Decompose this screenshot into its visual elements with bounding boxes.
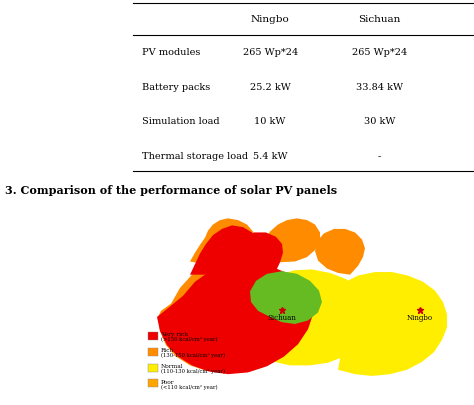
Text: Ningbo: Ningbo [251, 15, 290, 23]
Text: Simulation load: Simulation load [142, 117, 220, 126]
Bar [148, 379, 158, 388]
Polygon shape [160, 264, 294, 367]
Polygon shape [240, 232, 283, 282]
Text: Ningbo: Ningbo [407, 314, 433, 322]
Text: PV modules: PV modules [142, 48, 201, 57]
Text: Battery packs: Battery packs [142, 83, 210, 92]
Text: Very rich: Very rich [161, 332, 188, 337]
Polygon shape [255, 218, 320, 262]
Polygon shape [315, 229, 365, 275]
Polygon shape [190, 218, 255, 264]
Text: 30 kW: 30 kW [364, 117, 395, 126]
Text: Poor: Poor [161, 379, 174, 385]
Text: (<110 kcal/cm² year): (<110 kcal/cm² year) [161, 385, 218, 390]
Text: 265 Wp*24: 265 Wp*24 [352, 48, 407, 57]
Text: (>150 kcal/cm² year): (>150 kcal/cm² year) [161, 337, 218, 343]
Text: 265 Wp*24: 265 Wp*24 [243, 48, 298, 57]
Text: (130-150 kcal/cm² year): (130-150 kcal/cm² year) [161, 353, 225, 358]
Text: -: - [378, 152, 381, 161]
Polygon shape [190, 226, 257, 275]
Text: 33.84 kW: 33.84 kW [356, 83, 403, 92]
Text: Thermal storage load: Thermal storage load [142, 152, 248, 161]
Bar [148, 332, 158, 340]
Text: 25.2 kW: 25.2 kW [250, 83, 291, 92]
Polygon shape [250, 271, 322, 324]
Bar [148, 348, 158, 356]
Text: Rich: Rich [161, 348, 174, 353]
Polygon shape [157, 263, 313, 374]
Text: 3. Comparison of the performance of solar PV panels: 3. Comparison of the performance of sola… [5, 185, 337, 196]
Text: Normal: Normal [161, 364, 183, 369]
Text: Sichuan: Sichuan [358, 15, 401, 23]
Text: 5.4 kW: 5.4 kW [253, 152, 287, 161]
Text: (110-130 kcal/cm² year): (110-130 kcal/cm² year) [161, 369, 225, 374]
Text: Sichuan: Sichuan [267, 314, 296, 322]
Text: 10 kW: 10 kW [255, 117, 286, 126]
Polygon shape [326, 272, 447, 376]
Polygon shape [256, 269, 372, 365]
Bar [148, 364, 158, 371]
Polygon shape [158, 262, 302, 373]
